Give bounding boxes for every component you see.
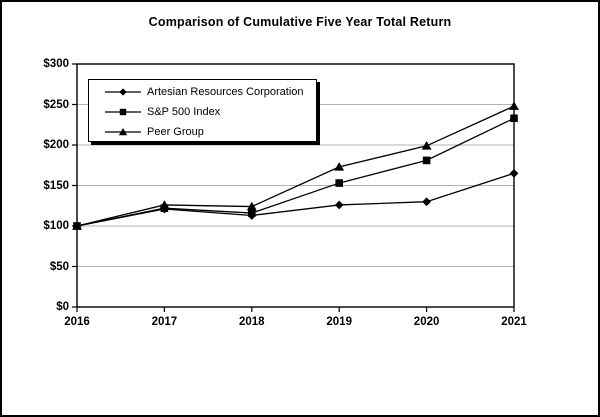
square-marker-icon (105, 108, 141, 116)
triangle-marker-icon (118, 128, 128, 136)
series-line (76, 117, 515, 227)
diamond-marker-icon (119, 88, 127, 96)
diamond-marker-icon (334, 200, 344, 210)
y-axis-tick-label: $100 (43, 220, 69, 232)
legend-label: Peer Group (147, 126, 204, 138)
triangle-marker-icon (159, 200, 170, 209)
square-marker-icon (119, 108, 127, 116)
diamond-marker-icon (105, 88, 141, 96)
y-axis-tick-label: $0 (56, 301, 69, 313)
y-axis-tick-label: $150 (43, 179, 69, 192)
x-axis-tick-label: 2019 (326, 316, 352, 328)
series-line (76, 105, 515, 227)
x-axis-tick-label: 2017 (151, 316, 178, 328)
square-marker-icon (422, 156, 431, 165)
diamond-marker-icon (422, 197, 431, 207)
y-axis-tick-label: $300 (43, 58, 69, 70)
legend-item-sp500: S&P 500 Index (105, 102, 316, 122)
triangle-marker-icon (421, 141, 432, 150)
square-marker-icon (248, 209, 256, 217)
legend-label: S&P 500 Index (147, 106, 221, 118)
triangle-marker-icon (105, 128, 141, 136)
legend-item-peer-group: Peer Group (105, 122, 316, 142)
x-axis-tick-label: 2018 (239, 316, 265, 328)
y-axis-tick-label: $200 (43, 139, 69, 151)
diamond-marker-icon (509, 168, 519, 178)
triangle-marker-icon (72, 221, 82, 230)
series-line (76, 172, 515, 227)
y-axis-tick-label: $250 (43, 98, 69, 111)
square-marker-icon (510, 114, 518, 123)
chart-title: Comparison of Cumulative Five Year Total… (148, 15, 452, 29)
legend: Artesian Resources Corporation S&P 500 I… (88, 79, 317, 142)
triangle-marker-icon (246, 201, 257, 211)
legend-label: Artesian Resources Corporation (147, 86, 304, 98)
y-axis-tick-label: $50 (49, 260, 69, 273)
x-axis-tick-label: 2021 (501, 316, 527, 328)
triangle-marker-icon (334, 162, 345, 171)
x-axis-tick-label: 2016 (64, 316, 90, 328)
triangle-marker-icon (509, 101, 519, 110)
square-marker-icon (335, 179, 343, 187)
x-axis-tick-label: 2020 (413, 316, 440, 328)
legend-item-artesian: Artesian Resources Corporation (105, 82, 316, 102)
